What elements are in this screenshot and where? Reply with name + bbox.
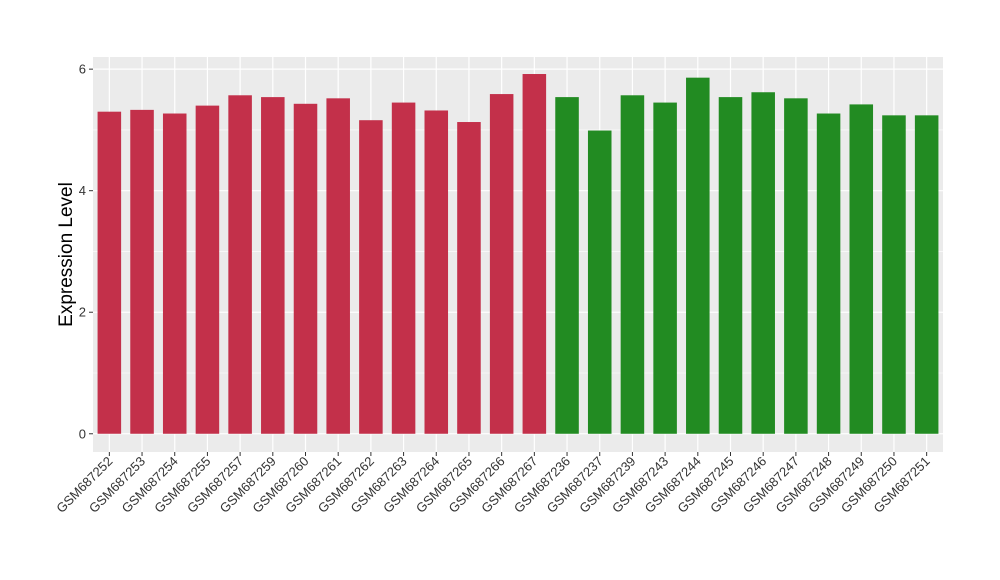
bar-gsm687251: [914, 115, 939, 434]
bar-gsm687257: [228, 95, 252, 434]
y-axis: 0 2 4 6: [79, 62, 93, 441]
bar-gsm687248: [816, 113, 841, 434]
bar-gsm687261: [326, 98, 350, 434]
y-tick-label: 2: [79, 305, 86, 320]
bar-gsm687252: [97, 111, 122, 434]
bar-gsm687260: [293, 103, 318, 434]
bar-gsm687243: [653, 102, 677, 434]
bar-gsm687255: [195, 105, 220, 434]
y-tick-label: 4: [79, 183, 86, 198]
y-tick-label: 0: [79, 426, 86, 441]
bar-gsm687237: [587, 130, 612, 434]
x-axis: GSM687252GSM687253GSM687254GSM687255GSM6…: [53, 452, 933, 516]
plot-panel: [93, 57, 943, 452]
bar-gsm687244: [686, 77, 710, 434]
y-tick-label: 6: [79, 62, 86, 77]
bar-gsm687266: [489, 94, 514, 434]
bar-gsm687253: [130, 109, 154, 434]
bar-gsm687249: [849, 104, 874, 434]
bar-gsm687264: [424, 110, 449, 434]
y-axis-label: Expression Level: [56, 182, 77, 327]
bar-gsm687254: [162, 113, 187, 434]
bar-gsm687265: [457, 122, 481, 434]
bar-gsm687236: [555, 97, 579, 434]
bar-gsm687250: [882, 115, 906, 434]
bar-gsm687245: [718, 97, 743, 434]
bar-gsm687259: [261, 97, 285, 434]
bar-gsm687267: [522, 74, 547, 434]
bar-gsm687239: [620, 95, 645, 434]
bars: [97, 74, 939, 434]
bar-gsm687263: [391, 102, 416, 434]
bar-gsm687247: [784, 98, 808, 434]
bar-gsm687262: [359, 120, 383, 434]
bar-gsm687246: [751, 92, 775, 434]
